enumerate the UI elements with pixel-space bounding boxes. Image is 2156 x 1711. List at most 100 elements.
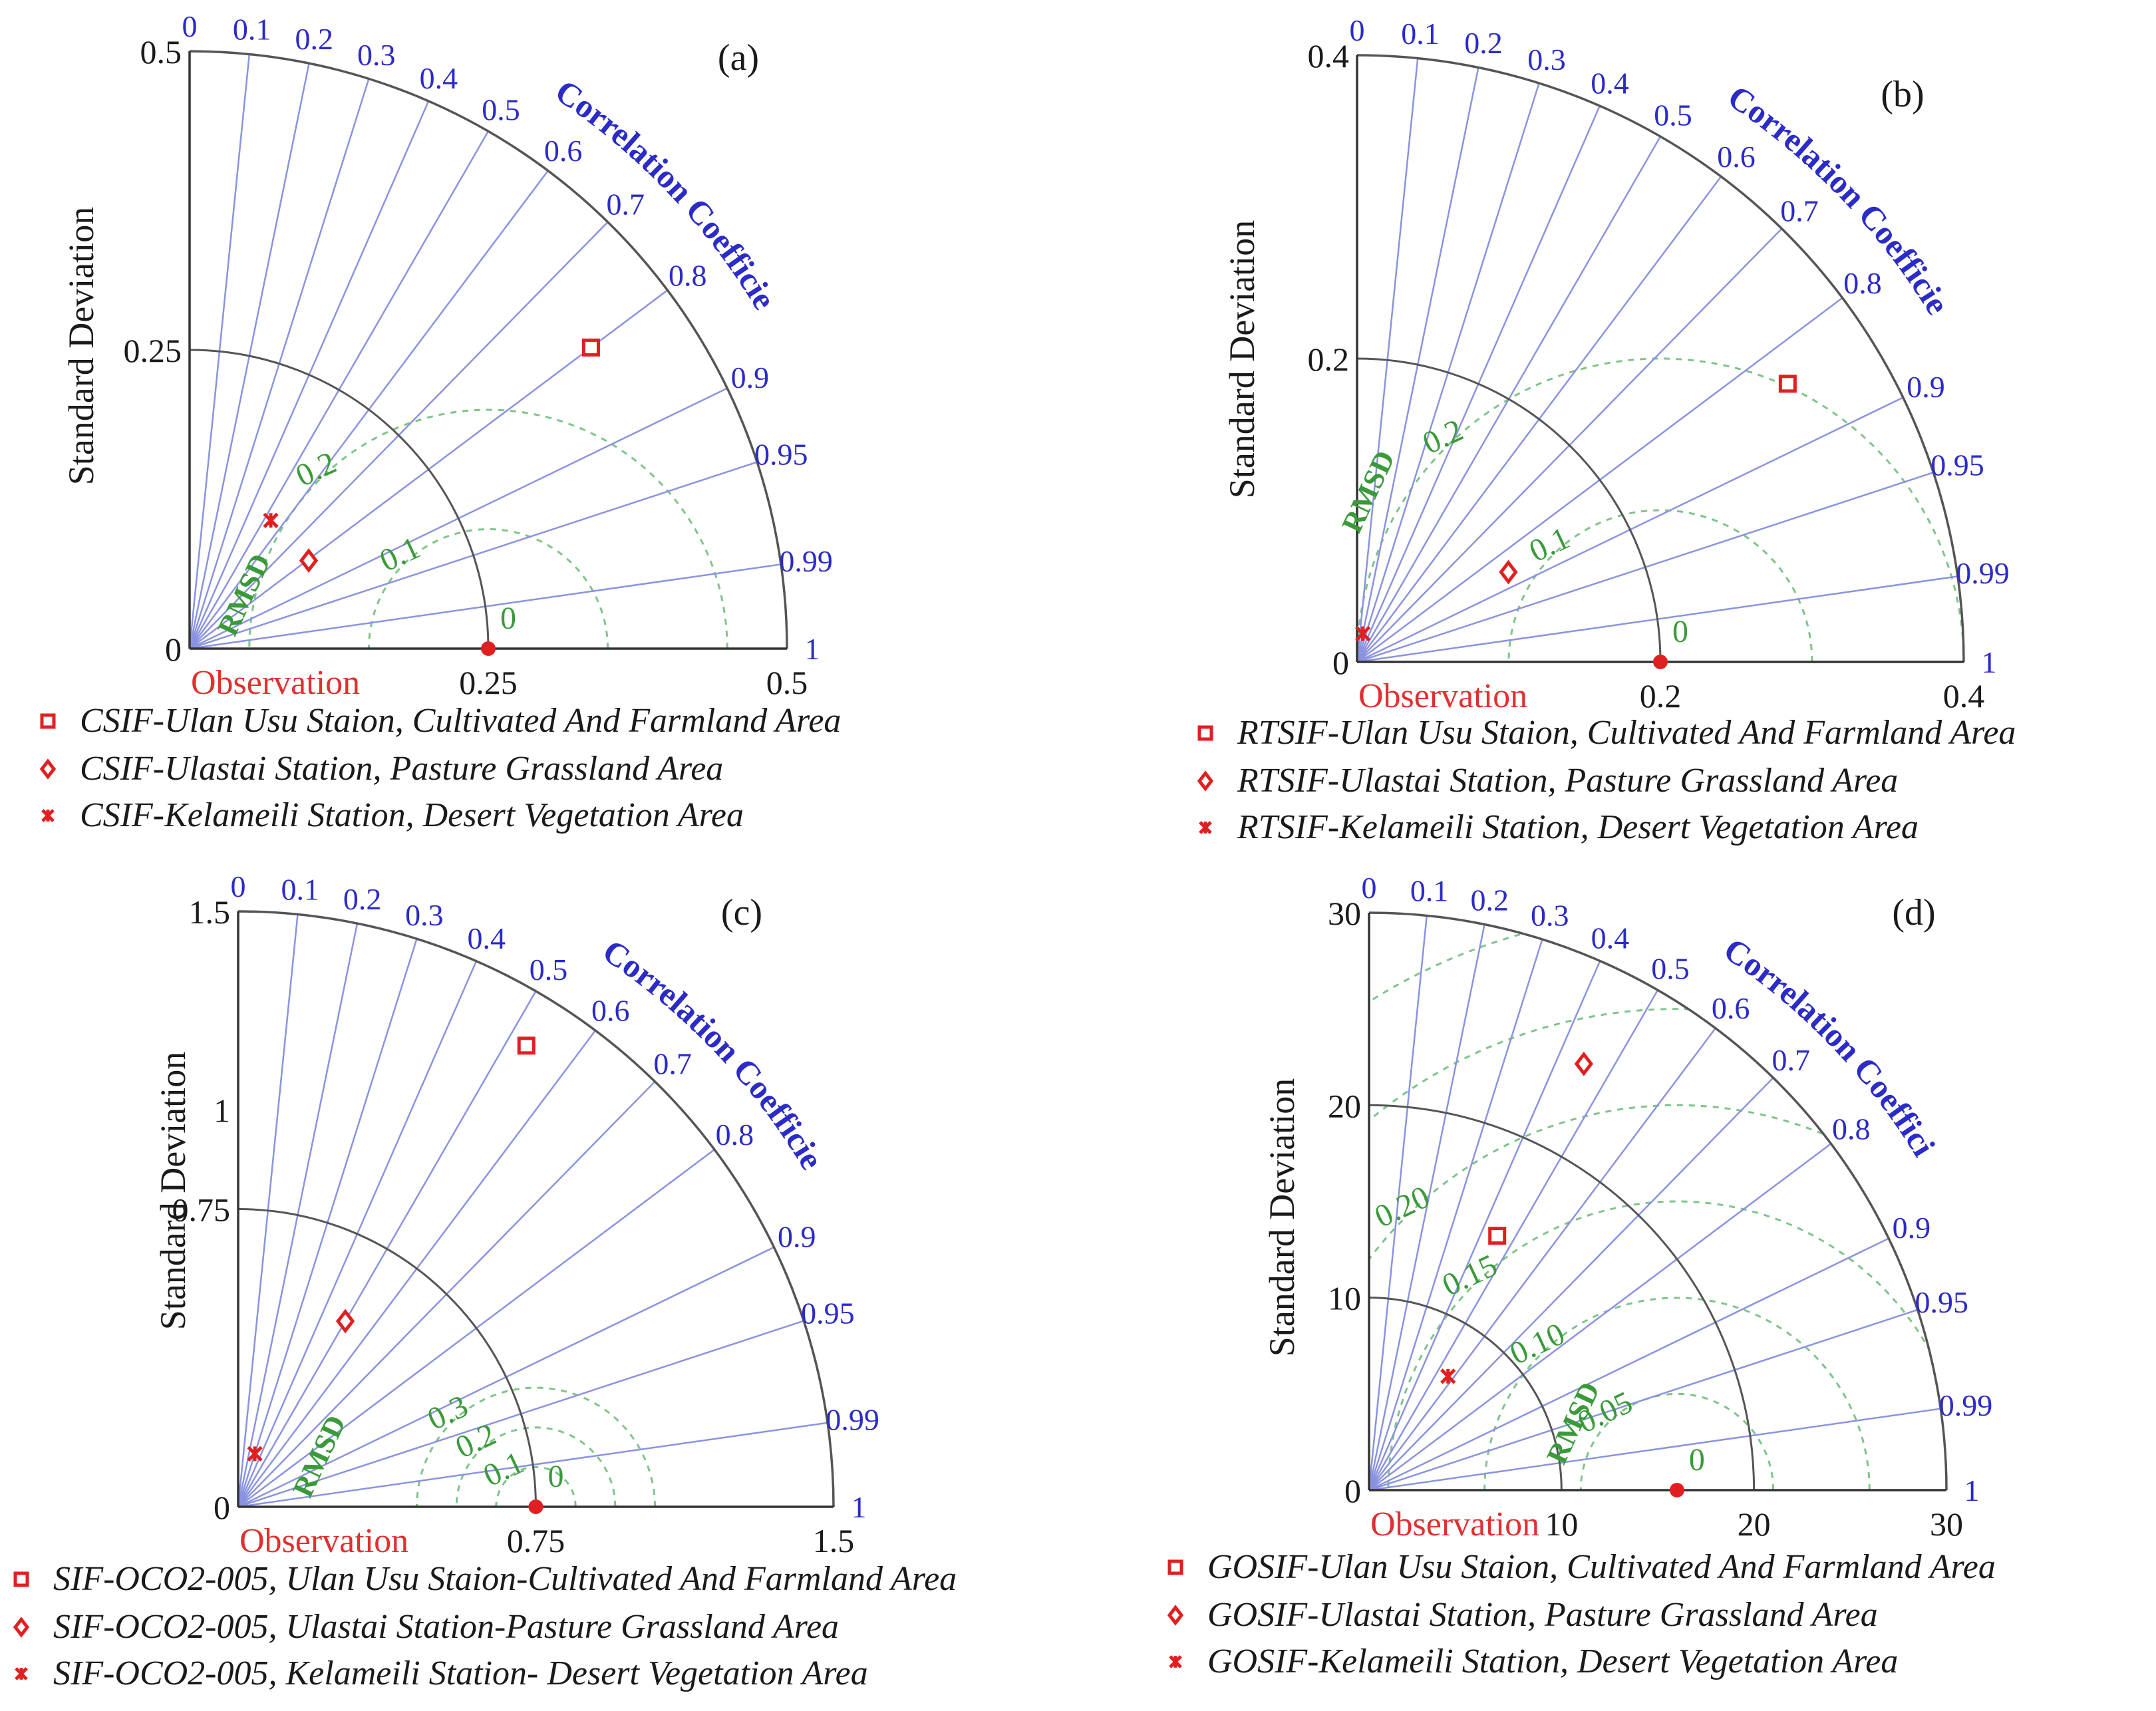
square-marker xyxy=(1197,725,1213,741)
correlation-tick-label: 0.7 xyxy=(1771,1043,1810,1077)
std-tick-label: 0 xyxy=(214,1489,230,1526)
correlation-tick-label: 0.5 xyxy=(530,953,568,987)
observation-point xyxy=(528,1499,543,1514)
rmsd-arc xyxy=(1507,509,1813,662)
std-tick-label: 30 xyxy=(1328,895,1361,932)
outer-std-arc xyxy=(189,50,788,649)
correlation-tick-label: 0.8 xyxy=(669,258,707,292)
std-tick-label: 0.5 xyxy=(766,664,808,701)
correlation-ray xyxy=(1368,989,1659,1491)
panel-label: (a) xyxy=(718,37,759,78)
y-axis-label: Standard Deviation xyxy=(1222,220,1262,498)
legend-item: SIF-OCO2-005, Kelameili Station- Desert … xyxy=(15,1654,868,1692)
observation-point xyxy=(1653,655,1668,669)
std-tick-label: 20 xyxy=(1738,1505,1771,1543)
correlation-tick-label: 0.4 xyxy=(1591,66,1629,100)
legend-label: RTSIF-Kelameili Station, Desert Vegetati… xyxy=(1237,808,1919,846)
std-tick-label: 0.4 xyxy=(1943,677,1985,714)
correlation-tick-label: 0.99 xyxy=(826,1402,879,1436)
y-axis-label: Standard Deviation xyxy=(1262,1078,1302,1356)
correlation-tick-label: 0.8 xyxy=(716,1118,754,1152)
observation-point xyxy=(481,641,496,656)
std-tick-label: 0.2 xyxy=(1640,677,1682,714)
std-tick-label: 0.5 xyxy=(140,33,182,71)
correlation-tick-label: 0.6 xyxy=(544,134,583,168)
rmsd-arc xyxy=(1369,1008,1946,1490)
legend-item: RTSIF-Ulan Usu Staion, Cultivated And Fa… xyxy=(1197,714,2016,752)
correlation-tick-label: 0 xyxy=(182,9,198,43)
correlation-ray xyxy=(1368,960,1601,1491)
panel-label: (b) xyxy=(1881,74,1924,115)
correlation-tick-label: 0.3 xyxy=(357,38,396,72)
legend-item: SIF-OCO2-005, Ulastai Station-Pasture Gr… xyxy=(13,1608,839,1646)
std-tick-label: 0 xyxy=(1332,644,1349,681)
star-marker xyxy=(263,512,279,528)
panel-label: (c) xyxy=(721,892,762,933)
correlation-tick-label: 1 xyxy=(805,632,820,666)
star-marker xyxy=(1354,625,1371,642)
rmsd-label: 0.15 xyxy=(1437,1247,1503,1303)
correlation-tick-label: 0.8 xyxy=(1843,266,1882,300)
legend-label: SIF-OCO2-005, Kelameili Station- Desert … xyxy=(53,1654,868,1692)
data-point xyxy=(1778,375,1797,393)
outer-std-arc xyxy=(1368,911,1948,1491)
legend-item: CSIF-Kelameili Station, Desert Vegetatio… xyxy=(41,796,744,834)
rmsd-label: 0.20 xyxy=(1369,1179,1435,1235)
correlation-tick-label: 0.95 xyxy=(801,1297,855,1330)
correlation-ray xyxy=(1368,1143,1832,1491)
star-marker xyxy=(1169,1655,1182,1668)
correlation-ray xyxy=(1368,1408,1941,1491)
rmsd-contours xyxy=(248,408,728,649)
correlation-tick-label: 0.2 xyxy=(1470,883,1509,917)
correlation-tick-label: 0.5 xyxy=(1654,98,1692,132)
rmsd-arc xyxy=(1357,357,1964,662)
correlation-axis-title: Correlation Coefficient xyxy=(0,0,1943,1163)
correlation-tick-label: 0.99 xyxy=(779,544,833,578)
correlation-tick-label: 0.99 xyxy=(1939,1388,1993,1422)
observation-point xyxy=(1669,1483,1684,1497)
data-point xyxy=(263,512,279,528)
legend-label: SIF-OCO2-005, Ulan Usu Staion-Cultivated… xyxy=(53,1560,957,1598)
correlation-tick-label: 0.95 xyxy=(1930,448,1984,482)
std-arc xyxy=(1368,1104,1756,1491)
legend-label: RTSIF-Ulan Usu Staion, Cultivated And Fa… xyxy=(1237,714,2016,752)
diamond-marker xyxy=(13,1617,30,1638)
correlation-tick-label: 1 xyxy=(1964,1474,1980,1507)
correlation-tick-label: 0 xyxy=(1362,871,1377,905)
std-arc xyxy=(1356,357,1662,663)
correlation-tick-label: 0 xyxy=(231,869,246,903)
correlation-tick-label: 1 xyxy=(851,1490,867,1524)
std-tick-label: 20 xyxy=(1328,1087,1361,1124)
correlation-ray xyxy=(1368,1237,1889,1491)
correlation-tick-label: 0.99 xyxy=(1956,556,2010,590)
correlation-tick-label: 0.95 xyxy=(1915,1285,1968,1319)
correlation-tick-label: 0.8 xyxy=(1832,1112,1871,1146)
std-arc xyxy=(1368,1297,1563,1491)
std-tick-label: 10 xyxy=(1545,1505,1578,1543)
correlation-tick-label: 0.4 xyxy=(467,921,506,955)
correlation-ray xyxy=(1368,1027,1716,1491)
correlation-tick-label: 0.5 xyxy=(1651,951,1690,985)
star-marker xyxy=(41,809,55,822)
data-point xyxy=(247,1446,263,1462)
star-marker xyxy=(247,1446,263,1462)
rmsd-contours xyxy=(416,1386,656,1507)
diamond-marker xyxy=(1167,1605,1184,1626)
legend-label: SIF-OCO2-005, Ulastai Station-Pasture Gr… xyxy=(53,1608,839,1646)
std-tick-label: 0.2 xyxy=(1308,341,1350,378)
correlation-tick-label: 0.9 xyxy=(1907,370,1945,404)
diamond-marker xyxy=(1197,770,1214,792)
std-tick-label: 0.25 xyxy=(459,664,518,701)
diamond-marker xyxy=(39,758,57,780)
std-tick-label: 0.25 xyxy=(124,332,182,369)
data-point xyxy=(517,1036,536,1055)
square-marker xyxy=(1167,1559,1183,1575)
data-point xyxy=(581,338,600,357)
legend-item: RTSIF-Ulastai Station, Pasture Grassland… xyxy=(1197,762,1898,800)
rmsd-contours xyxy=(1357,357,1964,662)
y-axis-label: Standard Deviation xyxy=(61,207,101,485)
correlation-tick-label: 0.2 xyxy=(343,882,382,916)
rmsd-arc xyxy=(1579,1393,1775,1490)
correlation-tick-label: 0.3 xyxy=(1527,43,1566,77)
y-axis-label: Standard Deviation xyxy=(153,1052,193,1330)
